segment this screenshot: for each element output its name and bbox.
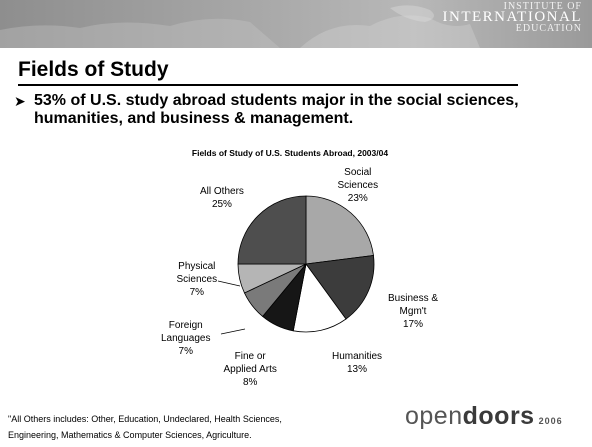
logo-year: 2006	[538, 416, 563, 426]
chart-title: Fields of Study of U.S. Students Abroad,…	[191, 148, 389, 158]
slice-percent: 17%	[403, 319, 424, 330]
slice-label-line: All Others	[200, 186, 244, 197]
opendoors-logo: opendoors 2006	[405, 402, 563, 431]
slice-label-line: Social	[344, 167, 372, 178]
leader-line	[220, 328, 246, 335]
bullet-point: ➤ 53% of U.S. study abroad students majo…	[14, 92, 574, 128]
slice-label: Foreign Languages 7%	[161, 319, 211, 358]
org-line-3: EDUCATION	[515, 23, 582, 34]
slice-label-line: Languages	[161, 333, 211, 344]
pie-slice-social-sciences	[305, 195, 374, 265]
slice-percent: 7%	[178, 346, 193, 357]
slice-label-line: Mgm't	[399, 306, 427, 317]
slice-label-line: Applied Arts	[223, 364, 277, 375]
footnote-line-2: Engineering, Mathematics & Computer Scie…	[8, 430, 252, 440]
logo-doors: doors	[462, 402, 535, 430]
pie-slice-humanities	[292, 263, 347, 333]
slice-label-line: Business &	[388, 293, 439, 304]
pie-slice-all-others	[237, 195, 307, 265]
slice-percent: 25%	[211, 199, 232, 210]
slice-label-line: Physical	[178, 261, 216, 272]
org-line-2: INTERNATIONAL	[442, 9, 582, 25]
arrow-bullet-icon: ➤	[14, 93, 26, 109]
slice-percent: 8%	[242, 377, 258, 388]
slice-percent: 23%	[347, 193, 368, 204]
slice-label: Business & Mgm't 17%	[388, 292, 438, 331]
slide-title: Fields of Study	[18, 58, 169, 81]
world-map-graphic	[0, 5, 480, 48]
iie-logo: INSTITUTE OF INTERNATIONAL EDUCATION	[422, 1, 582, 34]
slice-label-line: Sciences	[176, 274, 218, 285]
slice-label-line: Fine or	[234, 351, 266, 362]
slice-label: Humanities 13%	[332, 350, 382, 376]
slice-label-line: Sciences	[337, 180, 379, 191]
footnote: "All Others includes: Other, Education, …	[8, 411, 368, 443]
leader-line	[217, 280, 241, 287]
org-line-1: INSTITUTE OF	[503, 1, 582, 12]
slice-label-line: Foreign	[168, 320, 203, 331]
slice-percent: 7%	[189, 287, 205, 298]
bullet-text: 53% of U.S. study abroad students major …	[34, 92, 519, 127]
slice-label: All Others 25%	[200, 185, 244, 211]
pie-slice-business-mgm-t	[305, 255, 375, 320]
slice-label: Fine or Applied Arts 8%	[224, 350, 277, 389]
slice-label-line: Humanities	[332, 351, 383, 362]
slice-label: Social Sciences 23%	[338, 166, 379, 205]
header-banner: INSTITUTE OF INTERNATIONAL EDUCATION	[0, 0, 592, 48]
slice-percent: 13%	[347, 364, 368, 375]
logo-open: open	[405, 402, 463, 430]
title-divider	[18, 84, 518, 86]
footnote-line-1: "All Others includes: Other, Education, …	[8, 414, 282, 424]
slice-label: Physical Sciences 7%	[177, 260, 218, 299]
